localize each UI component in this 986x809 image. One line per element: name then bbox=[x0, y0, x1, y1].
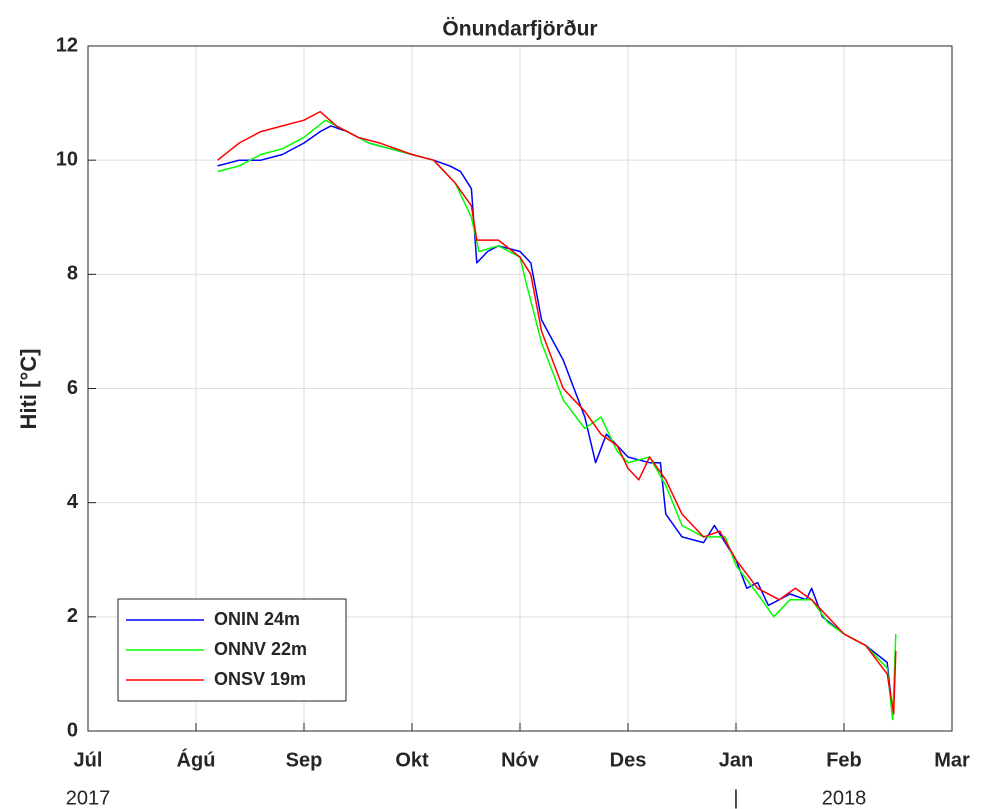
y-tick-label: 8 bbox=[67, 263, 78, 285]
x-year-label: 2017 bbox=[66, 787, 111, 809]
legend-label: ONNV 22m bbox=[214, 639, 307, 659]
chart-title: Önundarfjörður bbox=[442, 18, 597, 41]
x-tick-label: Mar bbox=[934, 749, 970, 771]
legend-label: ONSV 19m bbox=[214, 669, 306, 689]
x-tick-label: Nóv bbox=[501, 749, 540, 771]
x-tick-label: Ágú bbox=[177, 748, 216, 771]
x-tick-label: Des bbox=[610, 749, 647, 771]
x-tick-label: Okt bbox=[395, 749, 429, 771]
y-tick-label: 12 bbox=[56, 34, 78, 56]
x-tick-label: Feb bbox=[826, 749, 862, 771]
x-tick-label: Júl bbox=[74, 749, 103, 771]
x-tick-label: Jan bbox=[719, 749, 753, 771]
y-axis-label: Hiti [°C] bbox=[16, 349, 41, 430]
x-year-label: 2018 bbox=[822, 787, 867, 809]
legend-label: ONIN 24m bbox=[214, 609, 300, 629]
y-tick-label: 2 bbox=[67, 605, 78, 627]
y-tick-label: 10 bbox=[56, 148, 78, 170]
x-tick-label: Sep bbox=[286, 749, 323, 771]
x-year-label: | bbox=[733, 787, 738, 809]
data-line bbox=[217, 110, 897, 715]
axes-box bbox=[87, 45, 953, 732]
y-tick-label: 6 bbox=[67, 377, 78, 399]
y-tick-label: 0 bbox=[67, 719, 78, 741]
y-tick-label: 4 bbox=[67, 491, 79, 513]
